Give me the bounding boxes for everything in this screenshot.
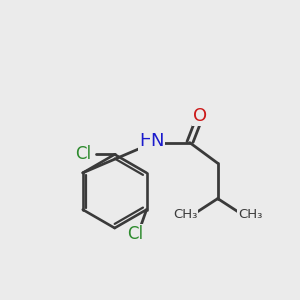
Text: CH₃: CH₃ bbox=[238, 208, 262, 221]
Text: N: N bbox=[151, 132, 164, 150]
Text: Cl: Cl bbox=[127, 225, 143, 243]
Text: O: O bbox=[193, 107, 207, 125]
Text: CH₃: CH₃ bbox=[173, 208, 197, 221]
Text: H: H bbox=[139, 132, 152, 150]
Text: Cl: Cl bbox=[75, 146, 91, 164]
